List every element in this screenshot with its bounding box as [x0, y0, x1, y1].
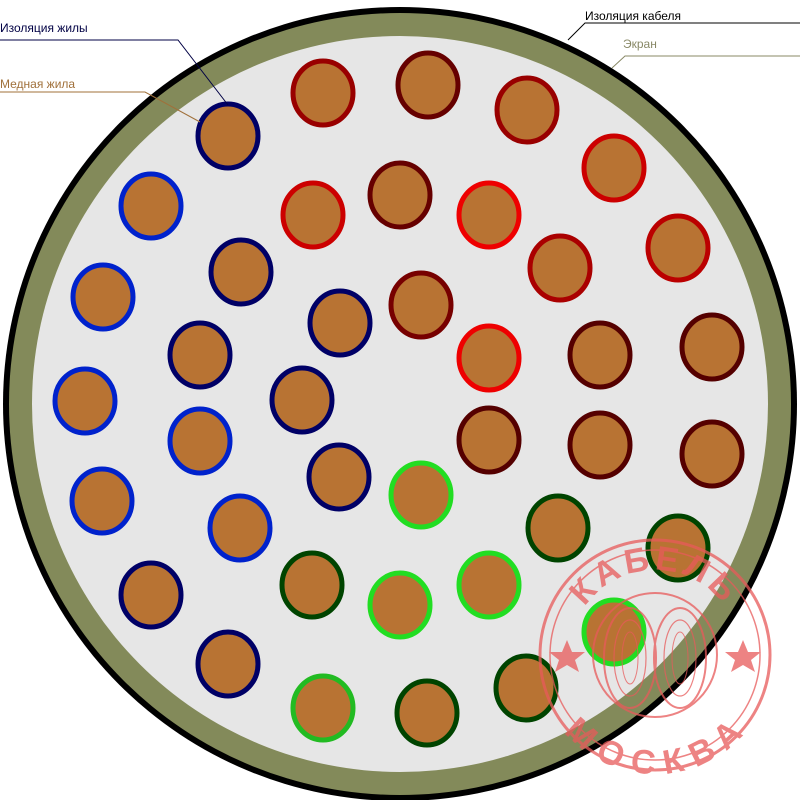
cable-filler [32, 36, 768, 772]
label-screen: Экран [623, 37, 657, 51]
conductor [269, 365, 335, 435]
leader-lines [0, 22, 800, 123]
conductor [167, 406, 233, 476]
conductor [645, 513, 711, 583]
leader-cable-insulation [567, 22, 800, 41]
conductor [456, 180, 522, 250]
conductor [307, 288, 373, 358]
leader-copper-core [0, 91, 201, 123]
conductor [118, 560, 184, 630]
conductor [581, 133, 647, 203]
conductor [494, 75, 560, 145]
conductor [456, 550, 522, 620]
conductor [395, 50, 461, 120]
conductors [52, 50, 745, 748]
leader-screen [611, 55, 800, 69]
conductor [388, 460, 454, 530]
conductor [290, 673, 356, 743]
conductor [493, 653, 559, 723]
conductor [208, 237, 274, 307]
conductor [456, 323, 522, 393]
leader-core-insulation [0, 39, 229, 106]
stamp-logo: КАБЕЛЬ МОСКВА [538, 538, 772, 783]
conductor [645, 213, 711, 283]
conductor [52, 366, 118, 436]
conductor [279, 550, 345, 620]
conductor [70, 262, 136, 332]
conductor [679, 312, 745, 382]
conductor [679, 419, 745, 489]
label-cable-insulation: Изоляция кабеля [585, 9, 681, 23]
conductor [280, 180, 346, 250]
conductor [367, 570, 433, 640]
conductor [306, 442, 372, 512]
conductor [69, 466, 135, 536]
conductor [567, 320, 633, 390]
conductor [367, 160, 433, 230]
conductor [207, 493, 273, 563]
conductor [195, 629, 261, 699]
conductor [456, 405, 522, 475]
label-core-insulation: Изоляция жилы [0, 21, 88, 35]
conductor [195, 101, 261, 171]
conductor [290, 58, 356, 128]
conductor [525, 493, 591, 563]
label-copper-core: Медная жила [0, 77, 75, 91]
svg-text:МОСКВА: МОСКВА [558, 710, 752, 783]
conductor [394, 678, 460, 748]
conductor [567, 410, 633, 480]
conductor [118, 171, 184, 241]
conductor [167, 320, 233, 390]
conductor [388, 270, 454, 340]
conductor [527, 233, 593, 303]
